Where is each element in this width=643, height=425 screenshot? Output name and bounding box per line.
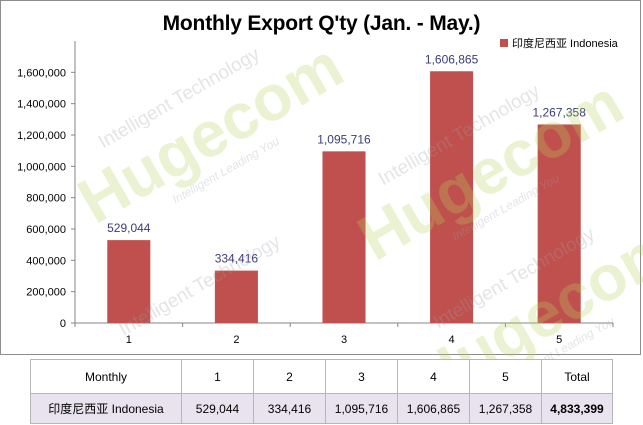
data-label: 1,095,716 (317, 132, 371, 146)
data-table: Monthly 1 2 3 4 5 Total 印度尼西亚 Indonesia … (30, 359, 613, 424)
table-row: 印度尼西亚 Indonesia 529,044 334,416 1,095,71… (30, 393, 613, 424)
y-tick-label: 1,600,000 (17, 67, 66, 79)
y-tick-label: 600,000 (26, 224, 66, 236)
x-tick-label: 1 (126, 334, 132, 346)
data-label: 1,606,865 (425, 52, 479, 66)
chart-axes: 0 200,000 400,000 600,000 800,000 1,000,000 1,… (17, 41, 614, 330)
table-header-row: Monthly 1 2 3 4 5 Total (30, 359, 613, 394)
y-tick-label: 1,000,000 (17, 161, 66, 173)
table-header-cell: 2 (253, 359, 326, 394)
table-header-cell: 4 (397, 359, 470, 394)
bar-chart: 0 200,000 400,000 600,000 800,000 1,000,000 1,… (17, 41, 614, 346)
data-label: 529,044 (107, 221, 151, 235)
y-tick-label: 1,400,000 (17, 99, 66, 111)
legend-label: 印度尼西亚 Indonesia (512, 38, 618, 50)
bar (430, 71, 474, 324)
table-row-label: 印度尼西亚 Indonesia (30, 393, 182, 424)
x-tick-label: 2 (233, 334, 239, 346)
bar (214, 270, 258, 323)
bar (322, 151, 366, 323)
bar (537, 124, 581, 323)
table-cell: 1,095,716 (325, 393, 398, 424)
table-header-cell: 5 (469, 359, 542, 394)
table-header-cell: 1 (181, 359, 254, 394)
x-tick-label: 3 (341, 334, 347, 346)
table-cell: 529,044 (181, 393, 254, 424)
y-tick-label: 200,000 (26, 287, 66, 299)
y-tick-label: 0 (60, 318, 66, 330)
bar (107, 240, 151, 323)
chart-frame (0, 0, 641, 355)
table-cell: 1,606,865 (397, 393, 470, 424)
y-tick-label: 400,000 (26, 255, 66, 267)
chart-bars (107, 71, 581, 324)
data-label: 334,416 (215, 252, 259, 266)
table-cell: 334,416 (253, 393, 326, 424)
table-header-cell: 3 (325, 359, 398, 394)
table-cell: 1,267,358 (469, 393, 542, 424)
legend-swatch (500, 39, 508, 47)
y-tick-label: 800,000 (26, 193, 66, 205)
x-tick-label: 4 (449, 334, 455, 346)
chart-labels: 529,044 1 334,416 2 1,095,716 3 1,606,865 4 1,26… (107, 52, 586, 346)
x-tick-label: 5 (556, 334, 562, 346)
y-tick-label: 1,200,000 (17, 130, 66, 142)
table-header-cell: Total (541, 359, 613, 394)
data-label: 1,267,358 (533, 105, 587, 119)
table-cell-total: 4,833,399 (541, 393, 613, 424)
chart-legend: 印度尼西亚 Indonesia (500, 35, 618, 51)
chart-title: Monthly Export Q'ty (Jan. - May.) (162, 12, 481, 35)
table-header-cell: Monthly (30, 359, 182, 394)
